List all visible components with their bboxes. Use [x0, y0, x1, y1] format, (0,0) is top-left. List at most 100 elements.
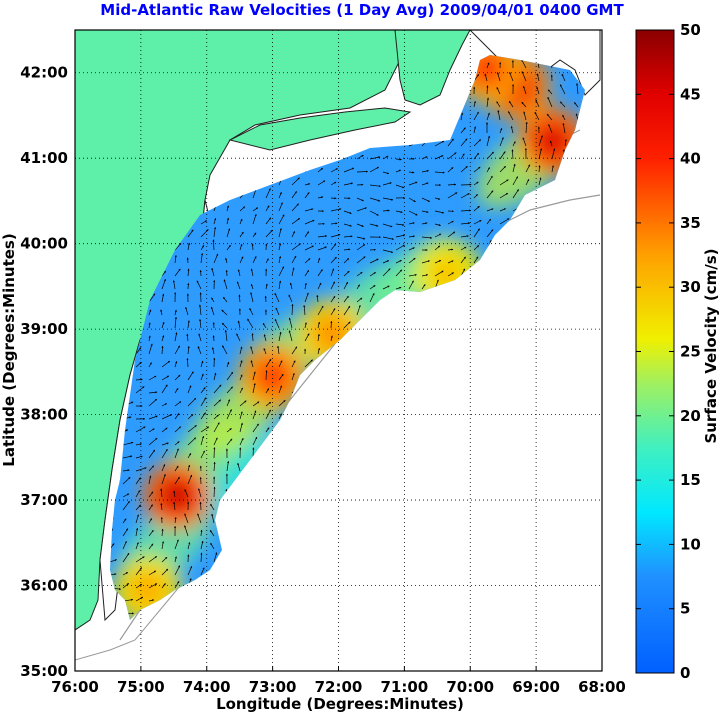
velocity-vector	[534, 111, 540, 121]
velocity-vector	[395, 269, 403, 277]
velocity-vector	[291, 303, 294, 316]
velocity-vector	[343, 167, 355, 173]
velocity-vector	[317, 167, 323, 173]
velocity-vector	[278, 228, 282, 238]
velocity-vector	[200, 567, 205, 576]
velocity-vector	[174, 476, 180, 485]
velocity-vector	[511, 149, 514, 160]
velocity-vector	[160, 488, 163, 498]
velocity-vector	[434, 210, 445, 214]
velocity-vector	[330, 281, 335, 290]
velocity-vector	[221, 322, 228, 329]
velocity-vector	[226, 244, 231, 251]
velocity-vector	[265, 427, 270, 433]
velocity-vector	[148, 543, 154, 550]
velocity-vector	[356, 154, 364, 160]
velocity-vector	[263, 348, 267, 355]
velocity-vector	[317, 269, 323, 277]
velocity-vector	[148, 362, 152, 368]
velocity-vector	[174, 374, 181, 381]
velocity-vector	[575, 113, 579, 121]
velocity-vector	[226, 361, 230, 368]
velocity-vector	[148, 398, 157, 407]
velocity-vector	[161, 556, 168, 563]
velocity-vector	[200, 397, 207, 407]
velocity-vector	[408, 197, 416, 203]
velocity-vector	[198, 488, 202, 498]
velocity-vector	[278, 385, 282, 394]
velocity-vector	[330, 320, 333, 329]
velocity-vector	[473, 139, 481, 147]
velocity-vector	[265, 229, 273, 238]
velocity-vector	[187, 565, 193, 576]
velocity-vector	[135, 477, 141, 485]
velocity-vector	[148, 570, 157, 576]
velocity-vector	[226, 399, 231, 407]
velocity-vector	[330, 308, 336, 316]
velocity-vector	[174, 401, 182, 407]
velocity-vector	[382, 197, 394, 201]
velocity-vector	[369, 285, 376, 290]
velocity-vector	[161, 448, 168, 459]
velocity-vector	[486, 151, 494, 160]
velocity-vector	[317, 347, 321, 355]
velocity-vector	[239, 400, 247, 407]
velocity-vector	[434, 223, 441, 227]
velocity-vector	[536, 73, 540, 82]
velocity-vector	[213, 552, 218, 563]
y-tick-label: 40:00	[20, 235, 68, 253]
velocity-vector	[122, 477, 131, 485]
velocity-vector	[252, 207, 259, 212]
velocity-vector	[174, 556, 177, 563]
velocity-vector	[239, 437, 244, 446]
x-tick-label: 75:00	[117, 678, 165, 696]
velocity-vector	[447, 220, 454, 225]
velocity-vector	[496, 86, 501, 95]
velocity-vector	[160, 502, 163, 511]
velocity-vector	[382, 285, 390, 290]
velocity-vector	[263, 334, 267, 342]
velocity-vector	[356, 236, 366, 240]
velocity-vector	[135, 514, 139, 524]
velocity-vector	[122, 583, 129, 589]
land-long-island	[228, 107, 412, 151]
velocity-vector	[200, 360, 204, 368]
velocity-vector	[250, 292, 254, 303]
chart-title: Mid-Atlantic Raw Velocities (1 Day Avg) …	[100, 1, 624, 19]
velocity-vector	[213, 399, 221, 407]
velocity-vector	[343, 281, 349, 290]
bathymetry-contour	[75, 579, 186, 661]
velocity-vector	[187, 542, 191, 550]
velocity-vector	[148, 391, 158, 394]
velocity-vector	[561, 73, 566, 82]
velocity-vector	[213, 414, 219, 420]
velocity-vector	[499, 127, 503, 134]
velocity-vector	[304, 208, 314, 212]
velocity-vector	[187, 464, 191, 472]
velocity-vector	[486, 175, 493, 186]
velocity-vector	[174, 441, 180, 446]
velocity-vector	[356, 244, 366, 251]
velocity-vector	[210, 542, 215, 550]
velocity-vector	[395, 169, 402, 173]
y-tick-label: 39:00	[20, 320, 68, 338]
velocity-vector	[460, 112, 464, 121]
velocity-vector	[161, 375, 170, 381]
colorbar-tick-label: 10	[680, 535, 701, 553]
velocity-vector	[122, 493, 130, 498]
velocity-vector	[197, 513, 202, 524]
velocity-vector	[187, 268, 190, 277]
velocity-vector	[174, 243, 182, 251]
velocity-vector	[221, 309, 228, 316]
velocity-vector	[174, 255, 177, 264]
velocity-vector	[291, 346, 298, 355]
velocity-vector	[161, 321, 165, 329]
velocity-vector	[122, 528, 129, 537]
velocity-vector	[200, 426, 210, 433]
y-tick-label: 41:00	[20, 149, 68, 167]
x-tick-label: 68:00	[578, 678, 626, 696]
velocity-vector	[291, 203, 299, 212]
